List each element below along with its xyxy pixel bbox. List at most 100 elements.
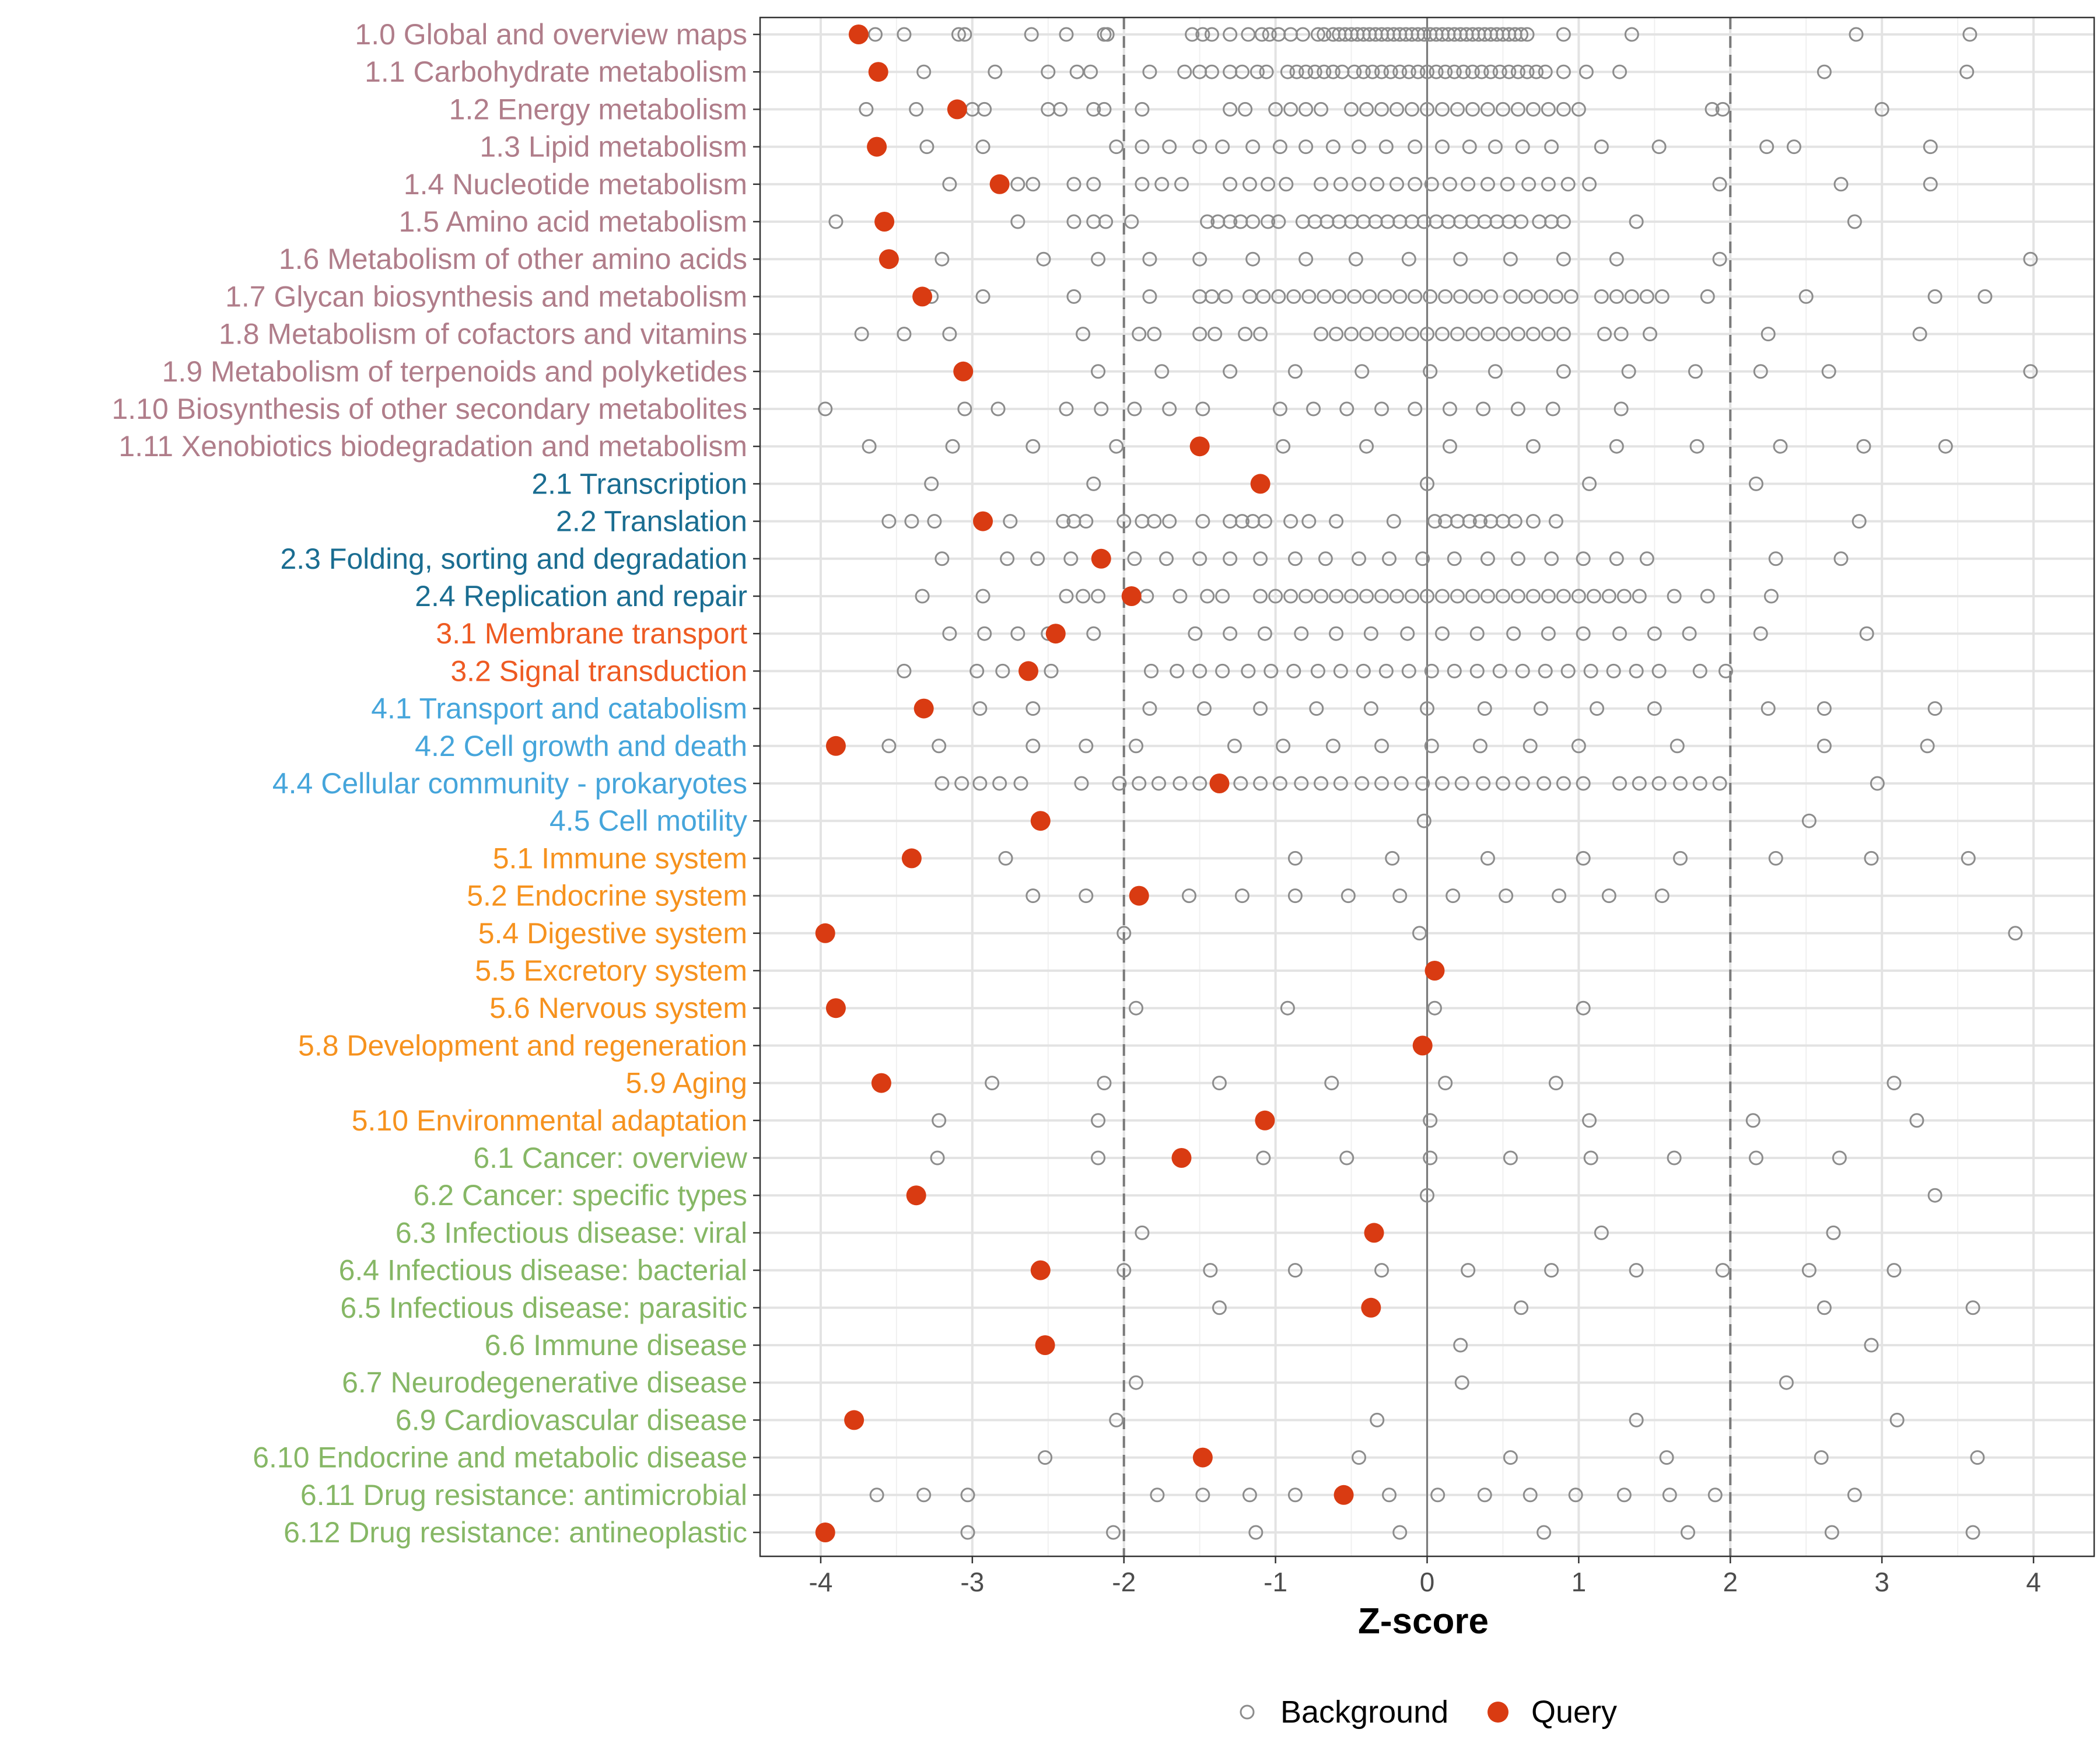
background-point <box>1109 1412 1124 1427</box>
background-point <box>1651 776 1667 791</box>
background-point <box>1515 139 1530 155</box>
background-point <box>1196 701 1212 716</box>
background-point <box>1142 701 1157 716</box>
background-point <box>1480 589 1495 604</box>
background-point <box>1667 589 1682 604</box>
background-point <box>1629 663 1644 678</box>
background-point <box>1424 177 1439 192</box>
background-point <box>1548 1076 1563 1091</box>
category-label: 6.11 Drug resistance: antimicrobial <box>300 1479 747 1511</box>
background-point <box>1864 850 1879 866</box>
background-point <box>1374 102 1390 117</box>
background-point <box>1468 289 1483 304</box>
background-point <box>1283 102 1298 117</box>
background-point <box>881 738 897 754</box>
background-point <box>1000 551 1015 566</box>
background-point <box>1286 663 1301 678</box>
background-point <box>1700 589 1715 604</box>
query-point <box>815 1522 835 1542</box>
background-point <box>897 327 912 342</box>
category-label: 5.6 Nervous system <box>489 992 747 1024</box>
background-point <box>1651 139 1667 155</box>
background-point <box>1362 289 1377 304</box>
background-point <box>1442 177 1457 192</box>
background-point <box>1529 64 1544 79</box>
x-axis-ticks: -4 -3 -2 -1 0 1 2 3 4 <box>809 1556 2041 1597</box>
category-label: 1.5 Amino acid metabolism <box>398 205 747 238</box>
background-point <box>1268 589 1283 604</box>
background-point <box>1748 1150 1763 1166</box>
background-point <box>975 139 991 155</box>
background-point <box>1434 626 1450 641</box>
background-point <box>1289 64 1304 79</box>
category-label: 1.0 Global and overview maps <box>355 18 747 51</box>
background-point <box>1223 626 1238 641</box>
background-point <box>1310 27 1325 42</box>
background-point <box>1147 327 1162 342</box>
background-point <box>1590 701 1605 716</box>
background-point <box>1354 776 1370 791</box>
background-point <box>1325 139 1340 155</box>
background-point <box>1601 589 1616 604</box>
background-point <box>1392 289 1408 304</box>
background-point <box>1195 514 1210 529</box>
background-point <box>1707 1488 1723 1503</box>
background-point <box>1465 327 1480 342</box>
background-point <box>1446 888 1461 904</box>
background-point <box>1271 214 1286 229</box>
background-point <box>1556 27 1571 42</box>
background-point <box>1541 327 1556 342</box>
query-point <box>825 736 846 756</box>
background-point <box>1352 551 1367 566</box>
background-point <box>1223 364 1238 379</box>
background-point <box>1066 289 1082 304</box>
background-point <box>1405 327 1420 342</box>
background-point <box>1450 327 1465 342</box>
background-point <box>1525 327 1541 342</box>
background-point <box>1294 626 1309 641</box>
background-point <box>1692 776 1707 791</box>
background-point <box>1374 1263 1390 1278</box>
background-point <box>1556 589 1571 604</box>
background-point <box>1597 327 1612 342</box>
category-label: 6.6 Immune disease <box>485 1329 747 1362</box>
background-point <box>1472 514 1488 529</box>
background-point <box>1576 626 1591 641</box>
background-point <box>904 514 919 529</box>
background-point <box>1688 364 1703 379</box>
background-point <box>909 102 924 117</box>
background-point <box>1420 64 1434 79</box>
background-point <box>1026 888 1041 904</box>
background-point <box>1200 589 1215 604</box>
background-point <box>1465 589 1480 604</box>
background-point <box>1041 64 1056 79</box>
background-point <box>1423 289 1438 304</box>
background-point <box>1515 776 1530 791</box>
background-point <box>1852 514 1867 529</box>
background-point <box>985 1076 1000 1091</box>
background-point <box>1359 439 1374 454</box>
background-point <box>1438 289 1453 304</box>
background-point <box>1223 102 1238 117</box>
background-point <box>1132 776 1147 791</box>
category-label: 1.2 Energy metabolism <box>449 93 747 125</box>
query-point <box>947 99 967 120</box>
background-point <box>1135 1225 1150 1240</box>
query-point <box>867 136 887 157</box>
background-point <box>1500 177 1515 192</box>
background-point <box>1462 139 1477 155</box>
background-point <box>1483 64 1499 79</box>
background-point <box>1832 1150 1847 1166</box>
background-point <box>1298 64 1314 79</box>
background-point <box>942 327 957 342</box>
category-label: 6.4 Infectious disease: bacterial <box>339 1254 747 1287</box>
background-point <box>1629 1412 1644 1427</box>
query-point <box>1250 474 1270 494</box>
background-point <box>1382 551 1397 566</box>
background-point <box>1420 589 1434 604</box>
background-point <box>1192 251 1208 267</box>
category-label: 2.4 Replication and repair <box>415 580 747 612</box>
background-point <box>1415 776 1430 791</box>
query-point <box>844 1410 864 1430</box>
background-point <box>1223 27 1238 42</box>
